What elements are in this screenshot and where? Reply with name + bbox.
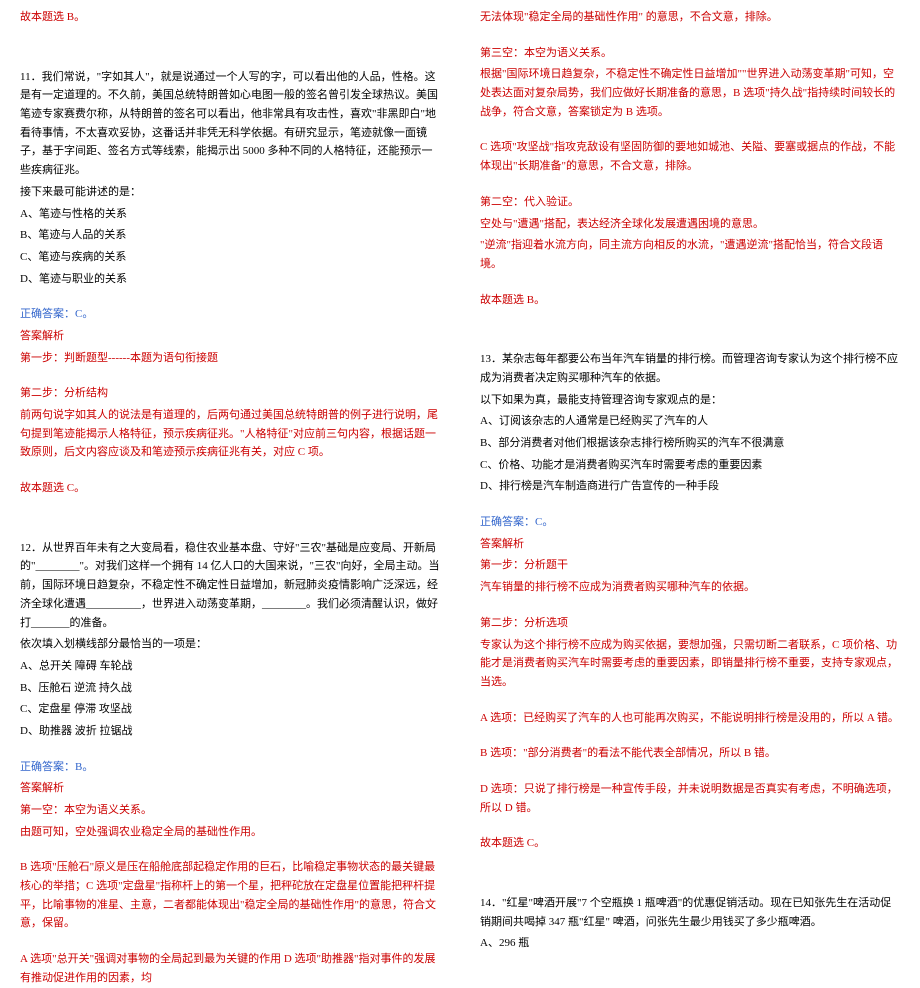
r5: 第二空：代入验证。 bbox=[480, 193, 900, 212]
right-column: 无法体现"稳定全局的基础性作用" 的意思，不合文意，排除。 第三空：本空为语义关… bbox=[460, 0, 920, 651]
r3: 根据"国际环境日趋复杂，不稳定性不确定性日益增加""世界进入动荡变革期"可知，空… bbox=[480, 65, 900, 121]
q11-parse1: 第一步：判断题型------本题为语句衔接题 bbox=[20, 349, 440, 368]
r7: "逆流"指迎着水流方向，同主流方向相反的水流，"遭遇逆流"搭配恰当，符合文段语境… bbox=[480, 236, 900, 273]
q11-parse3: 前两句说字如其人的说法是有道理的，后两句通过美国总统特朗普的例子进行说明，尾句提… bbox=[20, 406, 440, 462]
q13-parse1: 第一步：分析题干 bbox=[480, 556, 900, 575]
left-column: 故本题选 B。 11．我们常说，"字如其人"，就是说通过一个人写的字，可以看出他… bbox=[0, 0, 460, 651]
q12-stem: 依次填入划横线部分最恰当的一项是： bbox=[20, 635, 440, 654]
q14-text: 14．"红星"啤酒开展"7 个空瓶换 1 瓶啤酒"的优惠促销活动。现在已知张先生… bbox=[480, 894, 900, 931]
q13-parse-h: 答案解析 bbox=[480, 535, 900, 554]
q14-optA: A、296 瓶 bbox=[480, 934, 900, 953]
q13-optB: B、部分消费者对他们根据该杂志排行榜所购买的汽车不很满意 bbox=[480, 434, 900, 453]
q13-optC: C、价格、功能才是消费者购买汽车时需要考虑的重要因素 bbox=[480, 456, 900, 475]
q13-text: 13．某杂志每年都要公布当年汽车销量的排行榜。而管理咨询专家认为这个排行榜不应成… bbox=[480, 350, 900, 387]
q11-answer: 正确答案：C。 bbox=[20, 305, 440, 324]
q11-optB: B、笔迹与人品的关系 bbox=[20, 226, 440, 245]
q13-optA: A、订阅该杂志的人通常是已经购买了汽车的人 bbox=[480, 412, 900, 431]
q13-parse6: B 选项："部分消费者"的看法不能代表全部情况，所以 B 错。 bbox=[480, 744, 900, 763]
r2: 第三空：本空为语义关系。 bbox=[480, 44, 900, 63]
q13-optD: D、排行榜是汽车制造商进行广告宣传的一种手段 bbox=[480, 477, 900, 496]
q13-parse5: A 选项：已经购买了汽车的人也可能再次购买，不能说明排行榜是没用的，所以 A 错… bbox=[480, 709, 900, 728]
q11-stem: 接下来最可能讲述的是： bbox=[20, 183, 440, 202]
prev-answer: 故本题选 B。 bbox=[20, 8, 440, 27]
q11-parse-h: 答案解析 bbox=[20, 327, 440, 346]
r1: 无法体现"稳定全局的基础性作用" 的意思，不合文意，排除。 bbox=[480, 8, 900, 27]
q12-parse4: A 选项"总开关"强调对事物的全局起到最为关键的作用 D 选项"助推器"指对事件… bbox=[20, 950, 440, 987]
q12-text: 12．从世界百年未有之大变局看，稳住农业基本盘、守好"三农"基础是应变局、开新局… bbox=[20, 539, 440, 632]
q13-parse4: 专家认为这个排行榜不应成为购买依据，要想加强，只需切断二者联系，C 项价格、功能… bbox=[480, 636, 900, 692]
q12-optB: B、压舱石 逆流 持久战 bbox=[20, 679, 440, 698]
q13-parse2: 汽车销量的排行榜不应成为消费者购买哪种汽车的依据。 bbox=[480, 578, 900, 597]
q11-text: 11．我们常说，"字如其人"，就是说通过一个人写的字，可以看出他的人品，性格。这… bbox=[20, 68, 440, 180]
q13-parse8: 故本题选 C。 bbox=[480, 834, 900, 853]
q11-optC: C、笔迹与疾病的关系 bbox=[20, 248, 440, 267]
q12-optD: D、助推器 波折 拉锯战 bbox=[20, 722, 440, 741]
q11-parse2: 第二步：分析结构 bbox=[20, 384, 440, 403]
q13-stem: 以下如果为真，最能支持管理咨询专家观点的是： bbox=[480, 391, 900, 410]
r8: 故本题选 B。 bbox=[480, 291, 900, 310]
q12-answer: 正确答案：B。 bbox=[20, 758, 440, 777]
q13-answer: 正确答案：C。 bbox=[480, 513, 900, 532]
q11-parse4: 故本题选 C。 bbox=[20, 479, 440, 498]
q12-parse2: 由题可知，空处强调农业稳定全局的基础性作用。 bbox=[20, 823, 440, 842]
q12-optA: A、总开关 障碍 车轮战 bbox=[20, 657, 440, 676]
q13-parse3: 第二步：分析选项 bbox=[480, 614, 900, 633]
q12-optC: C、定盘星 停滞 攻坚战 bbox=[20, 700, 440, 719]
q12-parse1: 第一空：本空为语义关系。 bbox=[20, 801, 440, 820]
q11-optD: D、笔迹与职业的关系 bbox=[20, 270, 440, 289]
q13-parse7: D 选项：只说了排行榜是一种宣传手段，并未说明数据是否真实有考虑，不明确选项，所… bbox=[480, 780, 900, 817]
q12-parse-h: 答案解析 bbox=[20, 779, 440, 798]
r6: 空处与"遭遇"搭配，表达经济全球化发展遭遇困境的意思。 bbox=[480, 215, 900, 234]
r4: C 选项"攻坚战"指攻克敌设有坚固防御的要地如城池、关隘、要塞或据点的作战，不能… bbox=[480, 138, 900, 175]
q12-parse3: B 选项"压舱石"原义是压在船舱底部起稳定作用的巨石，比喻稳定事物状态的最关键最… bbox=[20, 858, 440, 933]
q11-optA: A、笔迹与性格的关系 bbox=[20, 205, 440, 224]
